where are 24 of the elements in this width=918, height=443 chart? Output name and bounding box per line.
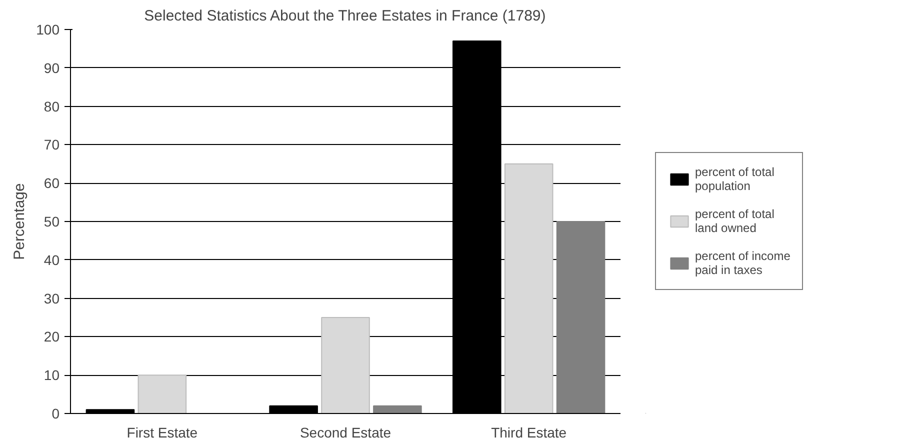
x-tick-label: Third Estate bbox=[491, 424, 567, 440]
y-tick-label: 0 bbox=[52, 406, 60, 422]
y-tick-label: 100 bbox=[36, 22, 60, 38]
legend-label: percent of income paid in taxes bbox=[695, 249, 790, 277]
y-tick-label: 50 bbox=[44, 214, 60, 230]
legend-label: percent of total population bbox=[695, 165, 774, 193]
y-tick-label: 40 bbox=[44, 252, 60, 268]
y-tick-label: 70 bbox=[44, 136, 60, 153]
bar bbox=[373, 405, 422, 414]
y-tick-label: 60 bbox=[44, 175, 60, 192]
y-tick-label: 30 bbox=[44, 290, 60, 306]
bar bbox=[138, 374, 187, 414]
x-tick-label: First Estate bbox=[126, 424, 198, 440]
chart-title: Selected Statistics About the Three Estates in France (1789) bbox=[144, 8, 546, 24]
legend-label: percent of total land owned bbox=[695, 207, 774, 235]
y-tick-label: 20 bbox=[44, 328, 60, 345]
y-tick-label: 80 bbox=[44, 98, 60, 114]
x-tick-label: Second Estate bbox=[300, 424, 392, 440]
y-tick-label: 90 bbox=[44, 60, 60, 76]
y-axis-title: Percentage bbox=[11, 183, 28, 260]
bar bbox=[556, 221, 606, 414]
y-tick-label: 10 bbox=[44, 367, 60, 384]
bar bbox=[321, 317, 370, 414]
bar bbox=[504, 163, 554, 414]
